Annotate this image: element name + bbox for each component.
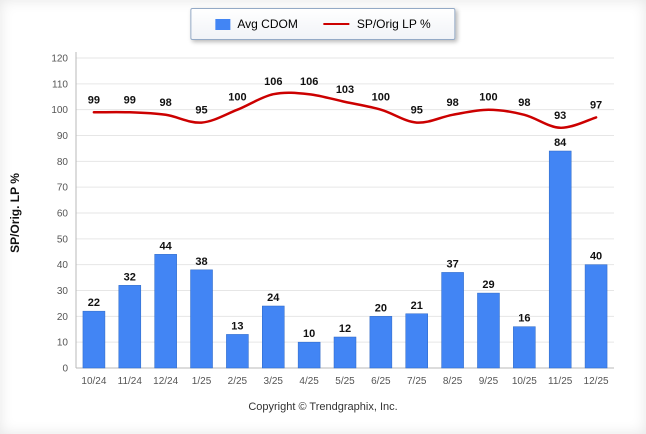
line-value-label: 100 (372, 92, 390, 104)
y-tick-label: 30 (57, 286, 69, 297)
y-tick-label: 80 (57, 157, 69, 168)
x-tick-label: 11/24 (118, 376, 143, 387)
x-tick-label: 12/24 (153, 376, 178, 387)
sp-orig-lp-swatch-icon (323, 23, 350, 25)
line-value-label: 97 (590, 99, 602, 111)
line-value-label: 95 (411, 105, 423, 117)
legend-item-sp-orig-lp: SP/Orig LP % (323, 17, 431, 31)
chart-canvas: 0 10 20 30 40 50 60 70 80 90 100 110 120 22 32 44 38 13 24… (51, 52, 614, 387)
x-tick-label: 3/25 (264, 376, 284, 387)
lp-percent-line (92, 91, 598, 130)
bar (118, 285, 142, 369)
bar-value-label: 12 (339, 323, 351, 335)
bar-value-label: 21 (411, 300, 423, 312)
bar (190, 269, 213, 369)
bar-value-label: 22 (88, 297, 100, 309)
legend-label-avg-cdom: Avg CDOM (237, 17, 298, 31)
bar-value-label: 32 (124, 271, 136, 283)
y-tick-label: 120 (51, 54, 68, 65)
bar-value-label: 84 (554, 137, 567, 149)
legend-item-avg-cdom: Avg CDOM (215, 17, 298, 31)
line-value-label: 99 (124, 94, 136, 106)
avg-cdom-swatch-icon (215, 18, 231, 30)
x-tick-label: 6/25 (371, 376, 391, 387)
y-tick-label: 50 (57, 234, 69, 245)
bar-value-label: 44 (160, 240, 173, 252)
bar (584, 264, 608, 369)
bar-value-label: 10 (303, 328, 315, 340)
bar (513, 326, 536, 369)
y-tick-label: 40 (57, 260, 69, 271)
line-value-label: 106 (300, 76, 318, 88)
line-value-label: 98 (446, 97, 458, 109)
y-tick-label: 110 (52, 79, 68, 90)
bar-value-label: 20 (375, 302, 387, 314)
line-value-label: 100 (479, 92, 497, 104)
bar (154, 254, 177, 369)
bar-value-label: 16 (518, 313, 530, 325)
y-tick-label: 0 (62, 364, 68, 375)
y-tick-label: 10 (57, 338, 69, 349)
x-tick-label: 9/25 (479, 376, 499, 387)
x-tick-label: 2/25 (228, 376, 248, 387)
bar (297, 341, 321, 369)
line-value-label: 103 (336, 84, 354, 96)
bar (333, 336, 357, 369)
bar-value-label: 37 (446, 258, 458, 270)
y-tick-label: 60 (57, 209, 69, 220)
x-tick-label: 11/25 (548, 376, 573, 387)
line-value-label: 98 (518, 97, 530, 109)
y-tick-label: 20 (57, 312, 69, 323)
x-tick-label: 8/25 (443, 376, 463, 387)
bar (262, 305, 285, 369)
bar-value-label: 40 (590, 251, 602, 263)
x-tick-label: 7/25 (407, 376, 427, 387)
x-tick-label: 4/25 (299, 376, 319, 387)
bar (369, 316, 393, 369)
line-value-label: 106 (264, 76, 282, 88)
bar (548, 150, 572, 369)
y-tick-label: 100 (51, 105, 68, 116)
x-tick-label: 12/25 (584, 376, 609, 387)
x-tick-label: 10/24 (81, 376, 106, 387)
bar (82, 310, 106, 369)
bar (405, 313, 428, 369)
line-value-label: 99 (88, 94, 100, 106)
bar-value-label: 29 (482, 279, 494, 291)
line-value-label: 100 (228, 92, 246, 104)
x-tick-label: 5/25 (335, 376, 355, 387)
bar-value-label: 13 (231, 320, 243, 332)
x-tick-label: 1/25 (192, 376, 212, 387)
bar (441, 272, 464, 369)
bar (226, 334, 249, 369)
legend-label-sp-orig-lp: SP/Orig LP % (356, 17, 431, 31)
bar-value-label: 24 (267, 292, 280, 304)
line-value-label: 98 (160, 97, 172, 109)
x-tick-label: 10/25 (512, 376, 537, 387)
bar (477, 292, 500, 369)
bar-value-label: 38 (195, 256, 207, 268)
copyright-text: Copyright © Trendgraphix, Inc. (248, 401, 398, 413)
line-value-label: 93 (554, 110, 566, 122)
y-tick-label: 70 (57, 183, 69, 194)
y-tick-label: 90 (57, 131, 69, 142)
line-value-label: 95 (195, 105, 207, 117)
chart-legend: Avg CDOM SP/Orig LP % (190, 8, 456, 40)
